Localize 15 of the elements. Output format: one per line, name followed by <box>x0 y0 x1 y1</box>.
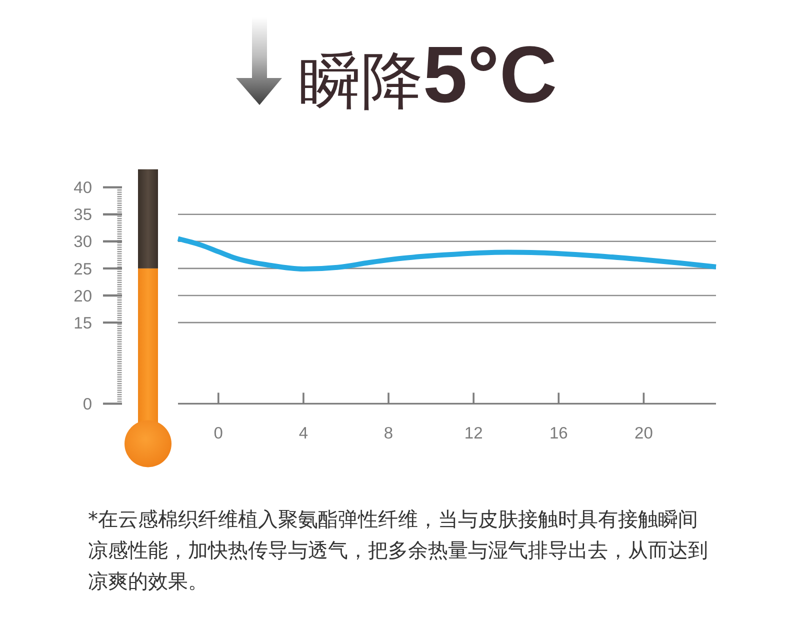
y-tick-label: 20 <box>74 287 92 306</box>
x-tick-label: 8 <box>384 424 394 443</box>
y-tick-label: 25 <box>74 260 92 278</box>
x-tick-label: 12 <box>464 424 483 443</box>
y-tick-label: 15 <box>74 314 92 332</box>
y-tick-label: 35 <box>74 206 92 224</box>
chart-title: 瞬降5°C <box>298 30 558 119</box>
text: *在云感棉织纤维植入聚氨酯弹性纤维，当与皮肤接触时具有接触瞬间凉感性能，加快热传导与透气，把多余热量与湿气排导出去，从而达到凉爽的效果。 <box>88 506 709 595</box>
x-tick-label: 4 <box>298 424 308 443</box>
y-tick-label: 30 <box>74 233 92 252</box>
y-tick-label: 0 <box>82 396 92 414</box>
x-tick-label: 20 <box>634 424 653 443</box>
x-tick-label: 0 <box>214 424 223 443</box>
x-tick-label: 16 <box>549 424 568 443</box>
y-tick-label: 40 <box>74 179 92 198</box>
